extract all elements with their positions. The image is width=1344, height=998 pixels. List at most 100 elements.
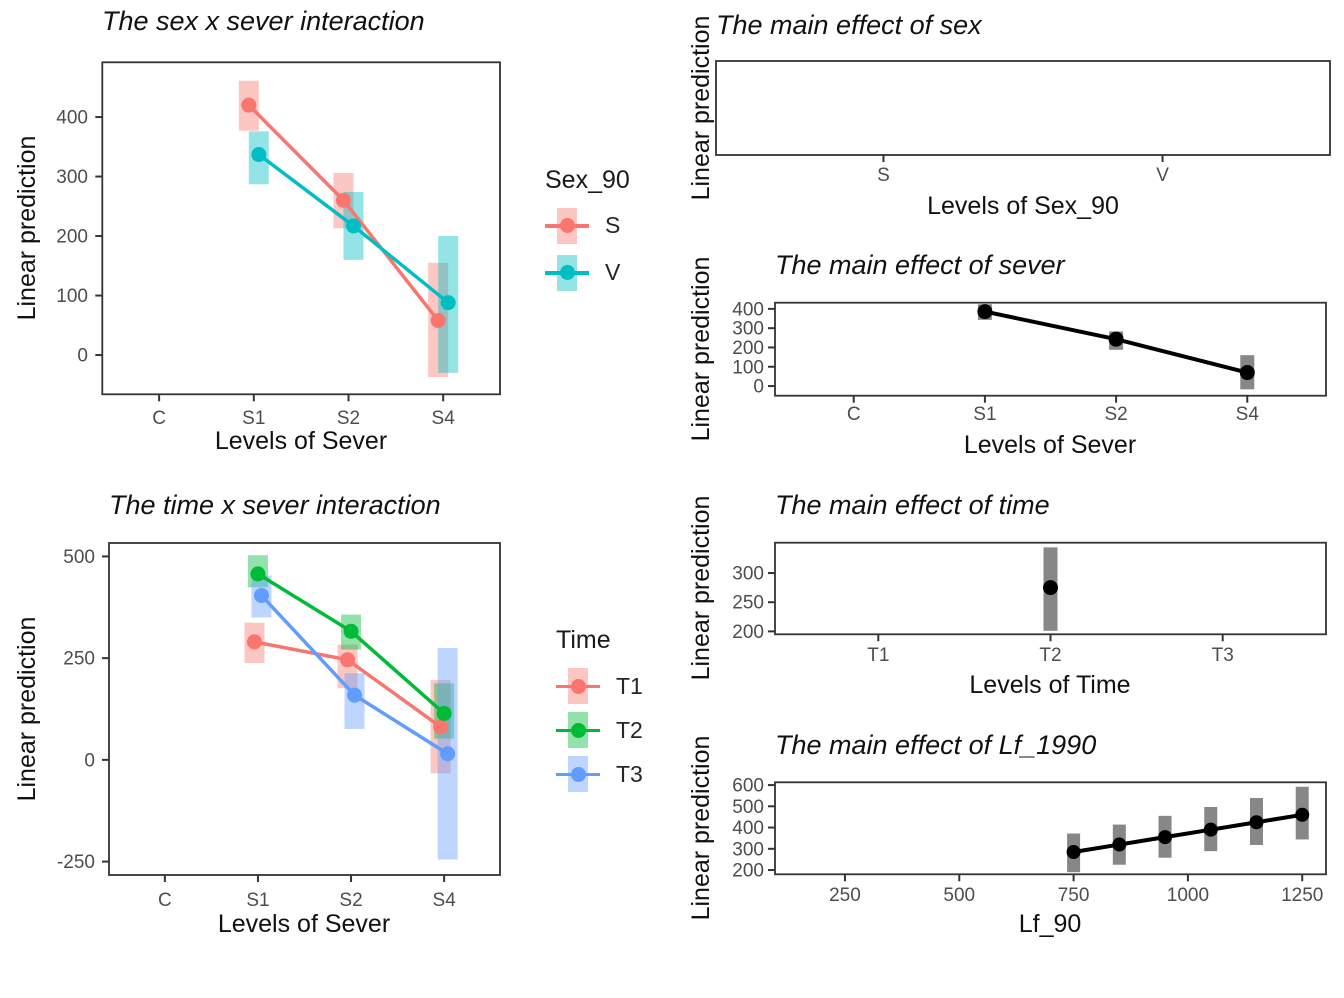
title-sex-x-sever: The sex x sever interaction (102, 6, 425, 36)
x-tick-label: 500 (943, 885, 975, 906)
x-tick-label: 1000 (1167, 885, 1209, 906)
point-S (241, 97, 257, 113)
y-tick-label: 100 (732, 357, 764, 378)
y-tick-label: 600 (732, 776, 764, 797)
point-sever (977, 304, 993, 320)
title-time-x-sever: The time x sever interaction (109, 490, 441, 520)
y-tick-label: 200 (732, 338, 764, 359)
point-V (251, 147, 267, 163)
x-tick-label: S4 (433, 890, 457, 911)
legend-item-label: S (605, 212, 621, 238)
x-tick-label: S4 (432, 408, 456, 429)
legend-item-t3: T3 (556, 752, 643, 796)
legend-item-label: V (605, 259, 621, 285)
y-tick-label: 0 (77, 346, 88, 367)
legend-time-title: Time (556, 626, 611, 654)
figure-canvas: 0 100 200 300 400 C S1 S2 S4 S V 0 100 200 300 400 C S1 S2… (12, 6, 1331, 938)
point-T2 (436, 705, 452, 721)
y-tick-label: 200 (732, 622, 764, 643)
xlabel-main-lf: Lf_90 (1018, 910, 1082, 938)
point-T2 (250, 566, 266, 582)
point-T1 (340, 652, 356, 668)
x-tick-label: V (1156, 165, 1169, 186)
point-T3 (347, 687, 363, 703)
legend-key-icon (556, 665, 600, 707)
legend-key-icon (556, 709, 600, 751)
y-tick-label: 300 (732, 564, 764, 585)
legend-item-t2: T2 (556, 708, 643, 752)
legend-time-items: T1 T2 T3 (556, 664, 643, 796)
panel-sex_x_sever: 0 100 200 300 400 C S1 S2 S4 (56, 61, 501, 429)
point-time (1043, 580, 1058, 596)
y-tick-label: 400 (732, 299, 764, 320)
point-S (430, 313, 446, 329)
panel-main_time: 200 250 300 T1 T2 T3 (732, 541, 1327, 666)
point-Lf_90 (1295, 807, 1310, 822)
x-tick-label: 250 (829, 885, 861, 906)
x-tick-label: 750 (1058, 885, 1090, 906)
point-Lf_90 (1203, 822, 1218, 837)
point-sever (1108, 331, 1124, 347)
point-Lf_90 (1112, 837, 1127, 852)
legend-sex-title: Sex_90 (545, 166, 630, 194)
y-tick-label: 400 (56, 108, 88, 129)
x-tick-label: T2 (1039, 645, 1061, 666)
point-Lf_90 (1158, 830, 1173, 845)
x-tick-label: C (152, 408, 166, 429)
title-main-lf: The main effect of Lf_1990 (775, 730, 1097, 760)
x-tick-label: C (847, 404, 861, 425)
y-tick-label: 100 (56, 286, 88, 307)
x-tick-label: S2 (337, 408, 360, 429)
xlabel-main-sever: Levels of Sever (963, 431, 1137, 459)
y-tick-label: 250 (732, 593, 764, 614)
point-T1 (246, 634, 262, 650)
y-tick-label: 500 (732, 797, 764, 818)
point-T1 (433, 719, 449, 735)
x-tick-label: S2 (1104, 404, 1127, 425)
line-Lf_90 (1073, 812, 1303, 854)
legend-key-icon (545, 252, 589, 294)
point-sever (1239, 365, 1255, 381)
x-tick-label: 1250 (1281, 885, 1323, 906)
point-S (335, 192, 351, 208)
panel-time_x_sever: -250 0 250 500 C S1 S2 S4 (57, 542, 501, 911)
y-tick-label: 300 (56, 167, 88, 188)
point-V (345, 218, 361, 234)
title-main-time: The main effect of time (775, 490, 1050, 520)
x-tick-label: T1 (867, 645, 889, 666)
legend-item-label: T2 (616, 716, 643, 743)
point-T2 (343, 623, 359, 639)
title-main-sex: The main effect of sex (716, 10, 982, 40)
legend-time: Time T1 T2 T3 (556, 626, 643, 796)
xlabel-time-x-sever: Levels of Sever (217, 910, 391, 938)
y-tick-label: 400 (732, 818, 764, 839)
y-tick-label: 500 (63, 547, 95, 568)
y-tick-label: 300 (732, 839, 764, 860)
x-tick-label: S2 (339, 890, 362, 911)
x-tick-label: S4 (1236, 404, 1260, 425)
xlabel-main-time: Levels of Time (969, 671, 1131, 699)
x-tick-label: T3 (1212, 645, 1234, 666)
xlabel-sex-x-sever: Levels of Sever (214, 427, 388, 455)
x-tick-label: C (158, 890, 172, 911)
x-tick-label: S (877, 165, 890, 186)
ylabel-time-x-sever: Linear prediction (12, 616, 41, 802)
point-Lf_90 (1066, 844, 1081, 859)
legend-item-label: T1 (616, 672, 643, 699)
x-tick-label: S1 (973, 404, 996, 425)
legend-item-s: S (545, 202, 630, 249)
legend-key-icon (545, 205, 589, 247)
point-T3 (440, 746, 456, 762)
ylabel-sex-x-sever: Linear prediction (12, 135, 41, 321)
y-tick-label: -250 (57, 852, 95, 873)
legend-item-t1: T1 (556, 664, 643, 708)
ylabel-main-lf: Linear prediction (686, 735, 715, 921)
y-tick-label: 200 (732, 861, 764, 882)
point-Lf_90 (1249, 815, 1264, 830)
legend-item-v: V (545, 249, 630, 296)
